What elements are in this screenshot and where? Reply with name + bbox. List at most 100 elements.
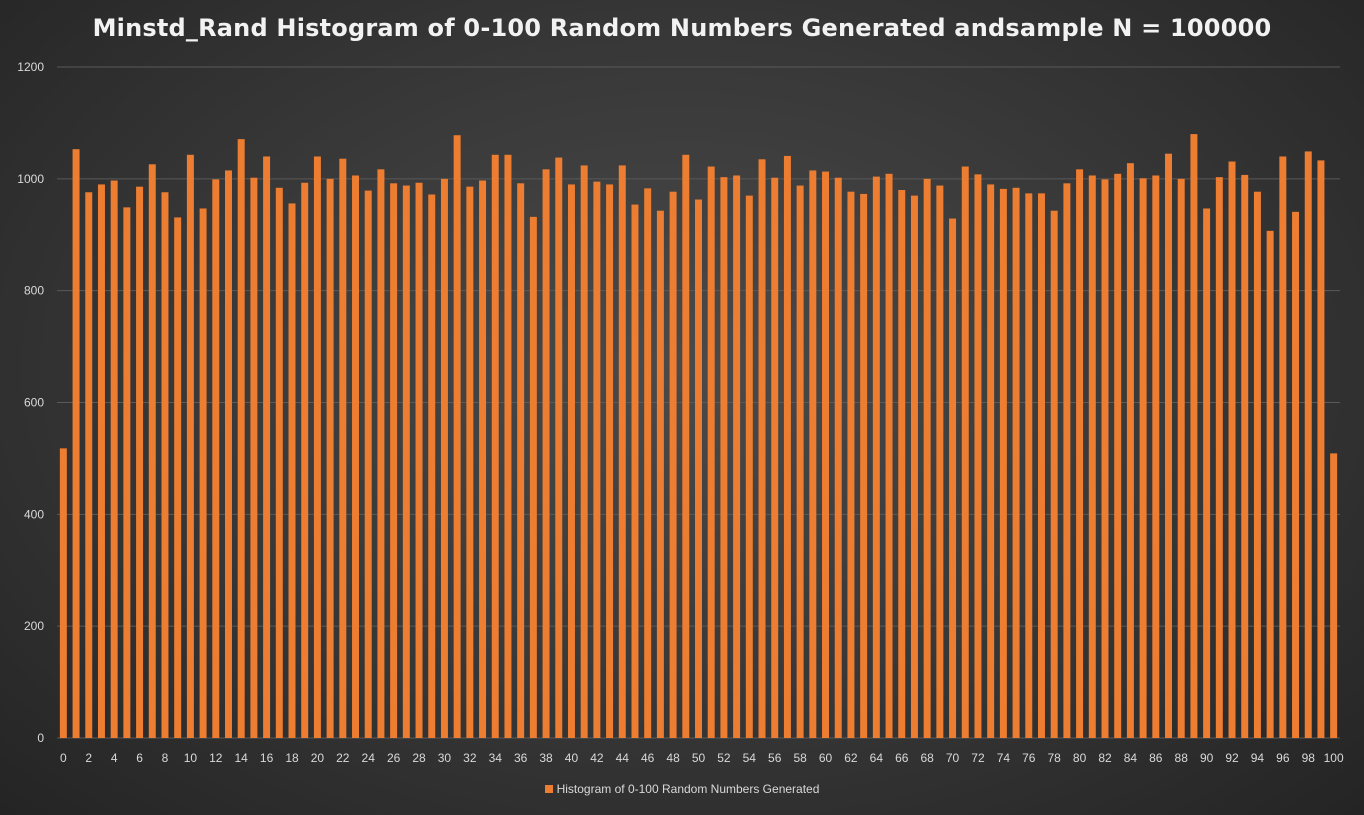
legend[interactable]: Histogram of 0-100 Random Numbers Genera… [0,782,1364,796]
bar-98[interactable] [1304,151,1312,738]
bar-54[interactable] [745,195,753,738]
bar-26[interactable] [390,183,398,739]
bar-24[interactable] [364,190,372,739]
bar-47[interactable] [656,210,664,739]
bar-77[interactable] [1037,193,1045,738]
bar-2[interactable] [85,192,93,739]
bar-10[interactable] [186,154,194,738]
bar-38[interactable] [542,169,550,738]
bar-12[interactable] [212,179,220,738]
bar-46[interactable] [644,188,652,738]
bar-78[interactable] [1050,210,1058,739]
bar-95[interactable] [1266,230,1274,739]
bar-5[interactable] [123,207,131,738]
bar-28[interactable] [415,182,423,738]
bar-75[interactable] [1012,187,1020,738]
bar-8[interactable] [161,192,169,739]
bar-76[interactable] [1025,193,1033,738]
bar-15[interactable] [250,177,258,739]
bar-69[interactable] [936,185,944,738]
bar-32[interactable] [466,186,474,738]
bar-40[interactable] [567,184,575,739]
bar-4[interactable] [110,180,118,738]
bar-39[interactable] [555,157,563,738]
bar-68[interactable] [923,178,931,739]
bar-53[interactable] [733,175,741,738]
bar-64[interactable] [872,176,880,738]
bar-73[interactable] [987,184,995,739]
bar-67[interactable] [910,195,918,738]
bar-93[interactable] [1241,174,1249,738]
bar-19[interactable] [301,182,309,738]
bar-20[interactable] [313,156,321,738]
bar-100[interactable] [1330,453,1338,738]
bar-1[interactable] [72,149,80,738]
bar-85[interactable] [1139,178,1147,738]
bar-60[interactable] [822,171,830,739]
bar-57[interactable] [783,155,791,739]
bar-48[interactable] [669,191,677,739]
bar-49[interactable] [682,154,690,738]
bar-91[interactable] [1215,177,1223,739]
bar-97[interactable] [1292,211,1300,739]
bar-31[interactable] [453,135,461,739]
bar-74[interactable] [999,188,1007,739]
bar-45[interactable] [631,204,639,738]
bar-36[interactable] [517,183,525,739]
bar-14[interactable] [237,139,245,738]
bar-89[interactable] [1190,134,1198,739]
bar-87[interactable] [1165,153,1173,738]
bar-33[interactable] [479,180,487,738]
bar-62[interactable] [847,191,855,739]
bar-96[interactable] [1279,156,1287,738]
bar-99[interactable] [1317,160,1325,738]
bar-81[interactable] [1088,175,1096,738]
bar-71[interactable] [961,166,969,738]
bar-34[interactable] [491,154,499,738]
bar-6[interactable] [136,186,144,738]
bar-80[interactable] [1076,169,1084,738]
bar-79[interactable] [1063,183,1071,739]
bar-11[interactable] [199,208,207,738]
bar-86[interactable] [1152,175,1160,738]
bar-72[interactable] [974,174,982,739]
bar-27[interactable] [402,185,410,738]
bar-52[interactable] [720,177,728,739]
bar-92[interactable] [1228,161,1236,739]
bar-37[interactable] [529,216,537,738]
bar-84[interactable] [1126,163,1134,739]
bar-51[interactable] [707,166,715,738]
bar-44[interactable] [618,165,626,738]
bar-94[interactable] [1253,191,1261,739]
bar-61[interactable] [834,177,842,739]
bar-13[interactable] [224,170,232,739]
bar-22[interactable] [339,158,347,738]
bar-25[interactable] [377,169,385,738]
bar-63[interactable] [860,193,868,738]
bar-0[interactable] [59,448,67,738]
bar-7[interactable] [148,164,156,739]
bar-18[interactable] [288,203,296,739]
bar-3[interactable] [97,184,105,739]
bar-82[interactable] [1101,179,1109,738]
bar-83[interactable] [1114,173,1122,738]
bar-65[interactable] [885,173,893,738]
bar-58[interactable] [796,185,804,738]
bar-70[interactable] [949,218,957,738]
bar-23[interactable] [352,175,360,738]
bar-29[interactable] [428,194,436,739]
bar-41[interactable] [580,165,588,738]
bar-55[interactable] [758,159,766,738]
bar-66[interactable] [898,190,906,738]
bar-16[interactable] [263,156,271,738]
bar-90[interactable] [1203,208,1211,738]
bar-43[interactable] [606,184,614,739]
bar-9[interactable] [174,217,182,738]
bar-30[interactable] [440,178,448,739]
bar-35[interactable] [504,154,512,738]
bar-50[interactable] [695,199,702,738]
bar-56[interactable] [771,177,779,739]
bar-21[interactable] [326,178,334,739]
bar-42[interactable] [593,181,601,739]
bar-88[interactable] [1177,178,1185,739]
